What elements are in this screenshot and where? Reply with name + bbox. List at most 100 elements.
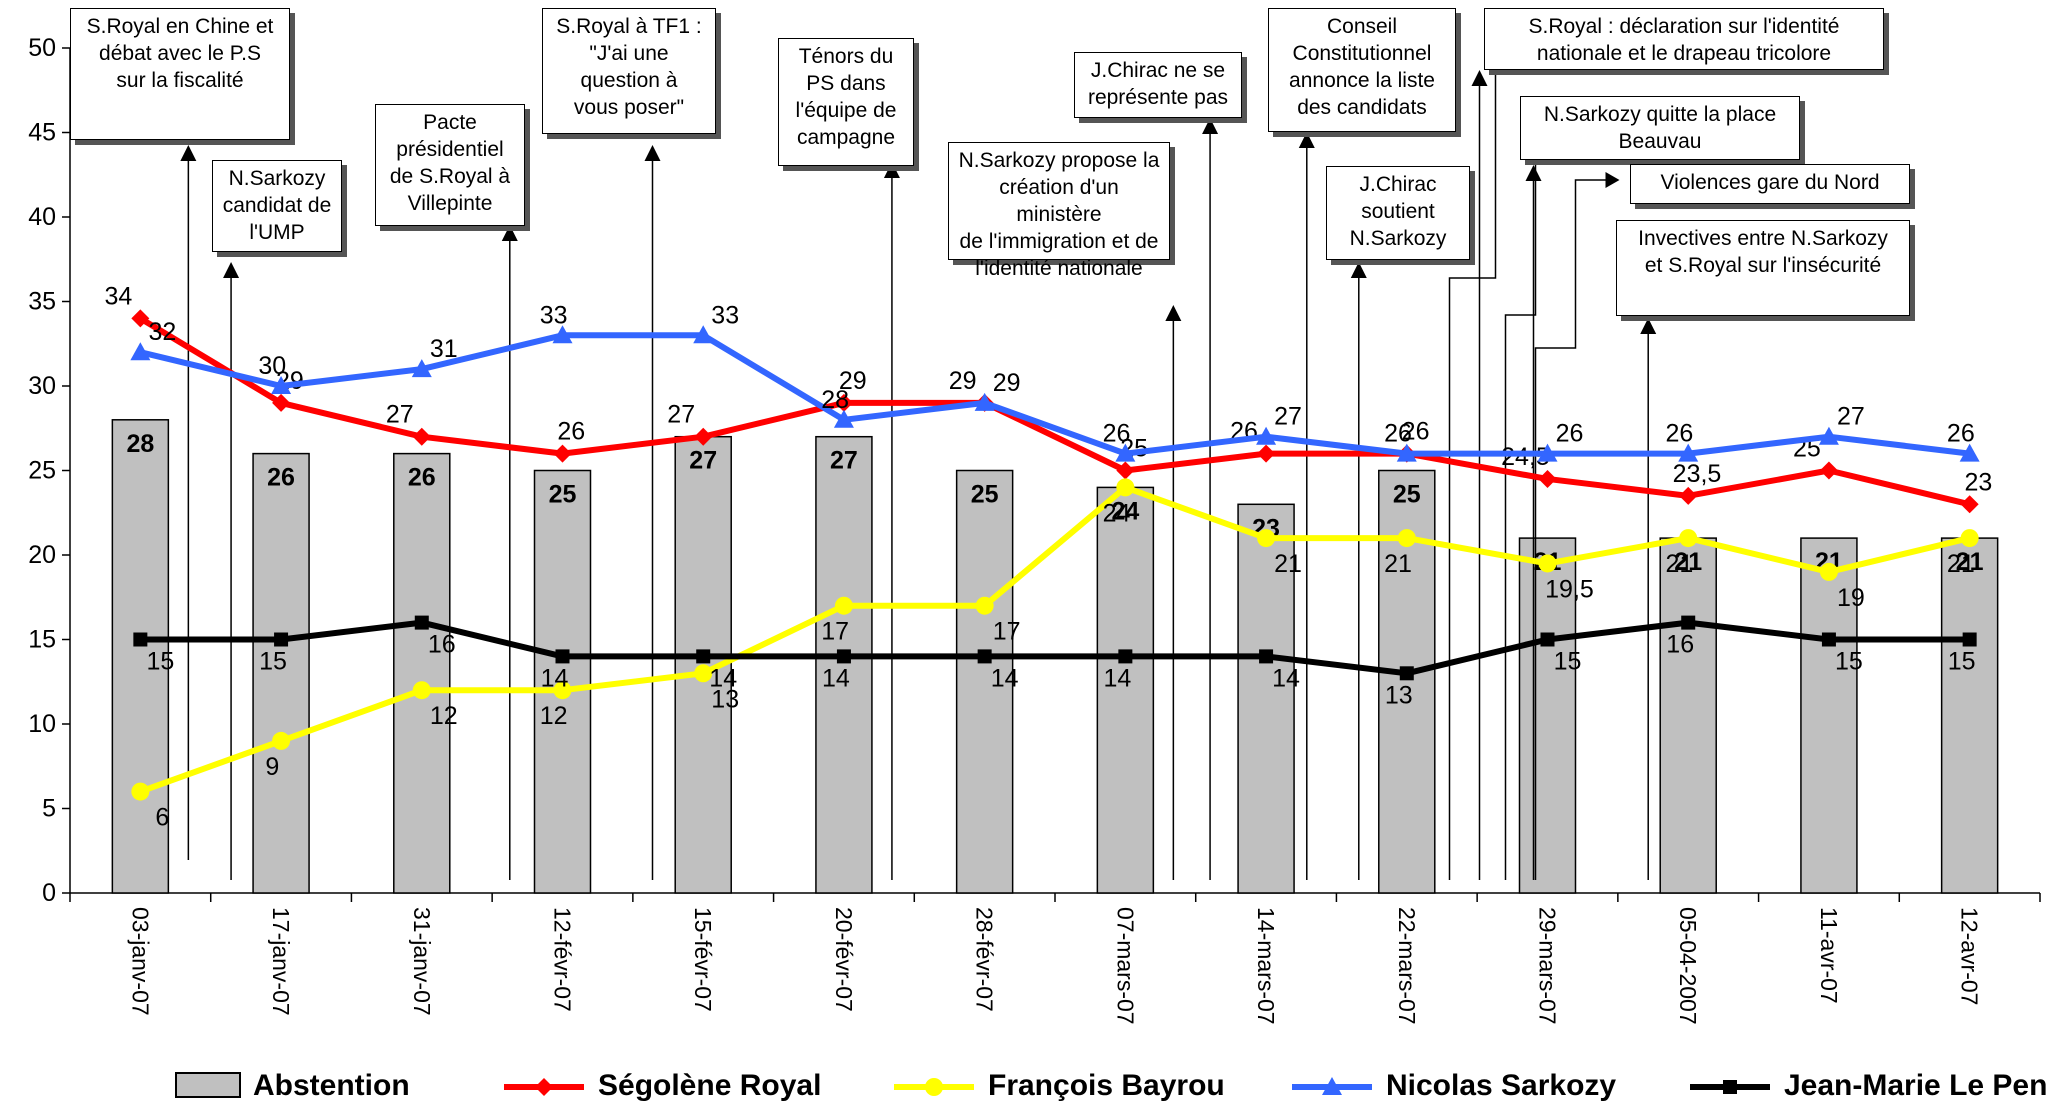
annotation-arrowhead xyxy=(180,145,197,161)
series-data-label: 15 xyxy=(1835,648,1863,676)
y-tick-label: 0 xyxy=(42,879,56,907)
series-point xyxy=(1962,632,1977,647)
series-data-label: 28 xyxy=(821,386,849,414)
abstention-bar xyxy=(1659,537,1717,894)
annotation-text: vous poser" xyxy=(573,96,685,119)
y-tick-label: 30 xyxy=(28,372,56,400)
annotation-box: S.Royal à TF1 : "J'ai une question à vous p… xyxy=(542,8,716,134)
annotation-text: de l'immigration et de xyxy=(959,230,1159,253)
annotation-text: N.Sarkozy xyxy=(1349,227,1447,250)
series-point xyxy=(1116,478,1135,497)
y-tick-label: 25 xyxy=(28,457,56,485)
series-point xyxy=(694,664,713,683)
annotation-box: Violences gare du Nord xyxy=(1630,164,1910,204)
series-point xyxy=(412,681,431,700)
abstention-bar xyxy=(1940,537,1999,894)
series-data-label: 23,5 xyxy=(1673,460,1722,488)
series-point xyxy=(1821,632,1836,647)
series-point xyxy=(1259,649,1274,664)
annotation-box: J.Chirac soutient N.Sarkozy xyxy=(1326,166,1470,260)
series-line-0 xyxy=(138,315,1971,508)
series-data-label: 19 xyxy=(1837,584,1865,612)
y-tick-label: 10 xyxy=(28,710,56,738)
legend-swatch xyxy=(1690,1080,1770,1094)
series-data-label: 12 xyxy=(430,702,458,730)
series-data-label: 33 xyxy=(540,301,568,329)
annotation-text: N.Sarkozy quitte la place xyxy=(1543,103,1777,126)
abstention-bar xyxy=(1518,537,1577,894)
series-data-label: 17 xyxy=(821,618,849,646)
legend-label: Abstention xyxy=(253,1069,410,1102)
series-point xyxy=(552,325,573,344)
x-tick-label: 05-04-2007 xyxy=(1675,907,1701,1025)
x-tick-label: 03-janv-07 xyxy=(127,907,153,1016)
series-point xyxy=(1679,486,1698,505)
series-point xyxy=(834,393,853,412)
annotation-text: soutient xyxy=(1361,200,1435,223)
series-data-label: 27 xyxy=(386,401,414,429)
series-data-label: 17 xyxy=(993,618,1021,646)
annotation-text: de S.Royal à xyxy=(389,165,511,188)
legend-swatch xyxy=(175,1072,241,1098)
annotation-box: S.Royal : déclaration sur l'identité nati… xyxy=(1484,8,1884,70)
series-point xyxy=(693,325,714,344)
annotation-box: N.Sarkozy candidat de l'UMP xyxy=(212,160,342,252)
annotation-text: S.Royal en Chine et xyxy=(86,15,274,38)
x-tick-label: 12-févr-07 xyxy=(550,907,576,1012)
series-point xyxy=(271,376,292,394)
annotation-text: Pacte xyxy=(423,111,477,134)
legend-swatch xyxy=(504,1078,584,1096)
annotation-arrowhead xyxy=(1350,262,1367,278)
series-point xyxy=(553,444,572,463)
annotation-text: N.Sarkozy xyxy=(228,167,326,190)
series-data-label: 26 xyxy=(1103,420,1131,448)
annotation-text: l'équipe de xyxy=(795,99,897,122)
annotation-text: N.Sarkozy propose la xyxy=(958,149,1160,172)
series-data-label: 27 xyxy=(1274,403,1302,431)
annotation-text: représente pas xyxy=(1087,86,1229,109)
series-data-label: 29 xyxy=(839,367,867,395)
series-point xyxy=(1115,443,1136,462)
series-data-label: 14 xyxy=(541,664,569,692)
series-point xyxy=(133,632,148,647)
series-point xyxy=(1257,529,1276,548)
y-tick-label: 40 xyxy=(28,203,56,231)
series-data-label: 33 xyxy=(711,301,739,329)
series-point xyxy=(975,596,994,615)
x-tick-label: 12-avr-07 xyxy=(1957,907,1983,1005)
annotation-arrowhead xyxy=(223,262,240,278)
series-data-label: 19,5 xyxy=(1545,575,1594,603)
series-point xyxy=(1116,461,1135,480)
annotation-box: Pacte présidentiel de S.Royal à Villepinte xyxy=(375,104,525,226)
annotation-arrowhead xyxy=(1165,305,1182,321)
annotation-text: Violences gare du Nord xyxy=(1660,171,1880,194)
series-data-label: 21 xyxy=(1666,550,1694,578)
series-data-label: 21 xyxy=(1384,550,1412,578)
series-data-label: 34 xyxy=(104,282,132,310)
series-point xyxy=(696,649,711,664)
series-point xyxy=(974,392,995,411)
series-point xyxy=(411,359,432,378)
annotation-text: Conseil xyxy=(1326,15,1398,38)
abstention-bar xyxy=(1800,537,1858,894)
series-data-label: 15 xyxy=(259,648,287,676)
legend-item: Abstention xyxy=(175,1066,410,1106)
annotation-box: S.Royal en Chine et débat avec le P.S sur … xyxy=(70,8,290,140)
series-data-label: 6 xyxy=(155,804,169,832)
x-tick-label: 15-févr-07 xyxy=(690,907,716,1012)
annotation-box: Ténors du PS dans l'équipe de campagne xyxy=(778,38,914,166)
series-point xyxy=(1397,529,1416,548)
abstention-bar xyxy=(1096,486,1155,894)
annotation-text: J.Chirac xyxy=(1359,173,1437,196)
series-data-label: 14 xyxy=(709,664,737,692)
abstention-bar-label: 25 xyxy=(971,481,999,509)
annotation-text: nationale et le drapeau tricolore xyxy=(1536,42,1832,65)
annotation-box: J.Chirac ne se représente pas xyxy=(1074,52,1242,118)
series-point xyxy=(836,649,851,664)
x-tick-label: 07-mars-07 xyxy=(1112,907,1138,1025)
series-point xyxy=(1538,469,1557,488)
y-tick-label: 45 xyxy=(28,119,56,147)
series-point xyxy=(1681,615,1696,630)
series-data-label: 14 xyxy=(991,664,1019,692)
abstention-bar-label: 21 xyxy=(1956,548,1984,576)
